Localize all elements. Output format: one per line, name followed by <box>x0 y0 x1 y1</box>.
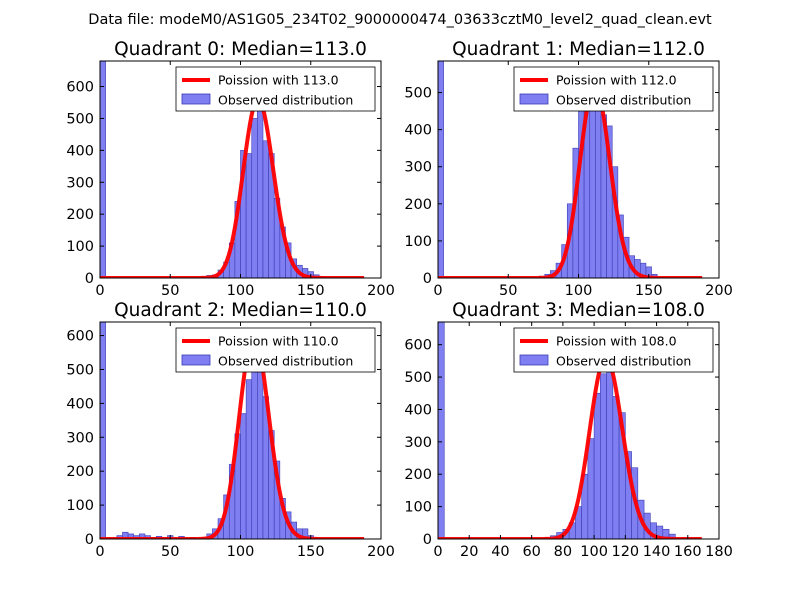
legend-bar-swatch <box>181 93 211 105</box>
y-tick-label: 600 <box>404 338 432 354</box>
y-tick-label: 100 <box>404 500 432 516</box>
x-tick-label: 0 <box>95 283 104 299</box>
y-tick-label: 400 <box>66 396 94 412</box>
histogram-bar <box>593 392 601 539</box>
x-tick-label: 0 <box>433 544 442 560</box>
x-tick-label: 100 <box>227 283 255 299</box>
legend-bar-swatch <box>181 354 211 366</box>
legend-poisson-label: Poission with 112.0 <box>556 73 677 88</box>
y-tick-label: 400 <box>404 402 432 418</box>
y-tick-label: 200 <box>404 197 432 213</box>
quadrant-title: Quadrant 3: Median=108.0 <box>452 300 705 321</box>
x-tick-label: 100 <box>227 544 255 560</box>
legend-observed-label: Observed distribution <box>218 93 353 108</box>
x-tick-label: 140 <box>643 544 671 560</box>
y-tick-label: 0 <box>85 532 94 548</box>
histogram-bar <box>245 153 253 278</box>
x-tick-label: 50 <box>499 283 517 299</box>
quadrant-1-chart: 0 50 100 150 200 0 100 200 300 400 500 Quadrant 1: … <box>404 39 733 299</box>
poisson-curve <box>438 355 703 539</box>
x-tick-label: 0 <box>433 283 442 299</box>
x-tick-label: 40 <box>491 544 509 560</box>
legend-poisson-label: Poission with 113.0 <box>218 73 339 88</box>
x-tick-label: 150 <box>297 283 325 299</box>
legend-observed-label: Observed distribution <box>556 354 691 369</box>
y-tick-label: 500 <box>404 86 432 102</box>
histogram-bar <box>587 438 595 539</box>
plot-area <box>100 322 365 539</box>
x-tick-label: 50 <box>161 283 179 299</box>
histogram-bar <box>438 61 444 278</box>
y-tick-label: 300 <box>404 160 432 176</box>
quadrant-title: Quadrant 0: Median=113.0 <box>114 39 367 60</box>
y-tick-label: 600 <box>66 80 94 96</box>
histogram-bar <box>645 266 652 278</box>
x-tick-label: 100 <box>565 283 593 299</box>
legend-poisson-label: Poission with 110.0 <box>218 334 339 349</box>
y-tick-label: 200 <box>404 467 432 483</box>
y-tick-label: 300 <box>404 435 432 451</box>
x-tick-label: 200 <box>705 283 733 299</box>
histogram-bar <box>100 61 106 278</box>
x-tick-label: 80 <box>554 544 572 560</box>
quadrant-title: Quadrant 2: Median=110.0 <box>114 300 367 321</box>
y-tick-label: 0 <box>423 271 432 287</box>
x-tick-label: 100 <box>580 544 608 560</box>
histogram-bar <box>612 396 620 539</box>
histogram-bar <box>245 379 253 539</box>
x-tick-label: 60 <box>522 544 540 560</box>
quadrant-3-chart: 0 20 40 60 80 100 120 140 160 1800100200300400500… <box>404 300 733 560</box>
x-tick-label: 160 <box>674 544 702 560</box>
suptitle: Data file: modeM0/AS1G05_234T02_90000004… <box>88 12 712 28</box>
histogram-bar <box>438 322 445 539</box>
x-tick-label: 200 <box>367 283 395 299</box>
y-tick-label: 500 <box>404 370 432 386</box>
histogram-bar <box>257 362 264 539</box>
histogram-bar <box>100 322 106 539</box>
histogram-bar <box>600 373 607 539</box>
y-tick-label: 400 <box>66 143 94 159</box>
histogram-bar <box>606 357 614 539</box>
plots-group: 0 50 100 150 2000100200300400500600Quadrant … <box>66 39 733 560</box>
x-tick-label: 20 <box>460 544 478 560</box>
y-tick-label: 0 <box>423 532 432 548</box>
y-tick-label: 300 <box>66 175 94 191</box>
y-tick-label: 500 <box>66 111 94 127</box>
x-tick-label: 150 <box>635 283 663 299</box>
y-tick-label: 500 <box>66 362 94 378</box>
y-tick-label: 600 <box>66 329 94 345</box>
x-tick-label: 0 <box>95 544 104 560</box>
x-tick-label: 200 <box>367 544 395 560</box>
x-tick-label: 120 <box>611 544 639 560</box>
legend-poisson-label: Poission with 108.0 <box>556 334 677 349</box>
y-tick-label: 100 <box>66 239 94 255</box>
y-tick-label: 100 <box>404 234 432 250</box>
quadrant-title: Quadrant 1: Median=112.0 <box>452 39 705 60</box>
histogram-bar <box>595 103 602 278</box>
quadrant-0-chart: 0 50 100 150 200 0 100 200 300 400 500 600 Quadrant … <box>66 39 395 299</box>
histogram-bar <box>262 140 269 278</box>
legend-bar-swatch <box>519 354 549 366</box>
y-tick-label: 0 <box>85 271 94 287</box>
legend-observed-label: Observed distribution <box>556 93 691 108</box>
histogram-bar <box>257 98 264 278</box>
y-tick-label: 200 <box>66 207 94 223</box>
x-tick-label: 50 <box>161 544 179 560</box>
legend-bar-swatch <box>519 93 549 105</box>
quadrant-2-chart: 0 50 100 150 200 0 100 200 300 400 500 600 Quadrant … <box>66 300 395 560</box>
legend-observed-label: Observed distribution <box>218 354 353 369</box>
axes-frame <box>437 321 720 540</box>
x-tick-label: 180 <box>705 544 733 560</box>
histogram-bar <box>302 528 309 539</box>
y-tick-label: 100 <box>66 498 94 514</box>
y-tick-label: 400 <box>404 123 432 139</box>
histogram-bar <box>589 84 596 278</box>
histogram-bar <box>251 118 258 278</box>
histogram-bar <box>240 413 247 539</box>
y-tick-label: 300 <box>66 430 94 446</box>
x-tick-label: 150 <box>297 544 325 560</box>
y-tick-label: 200 <box>66 464 94 480</box>
